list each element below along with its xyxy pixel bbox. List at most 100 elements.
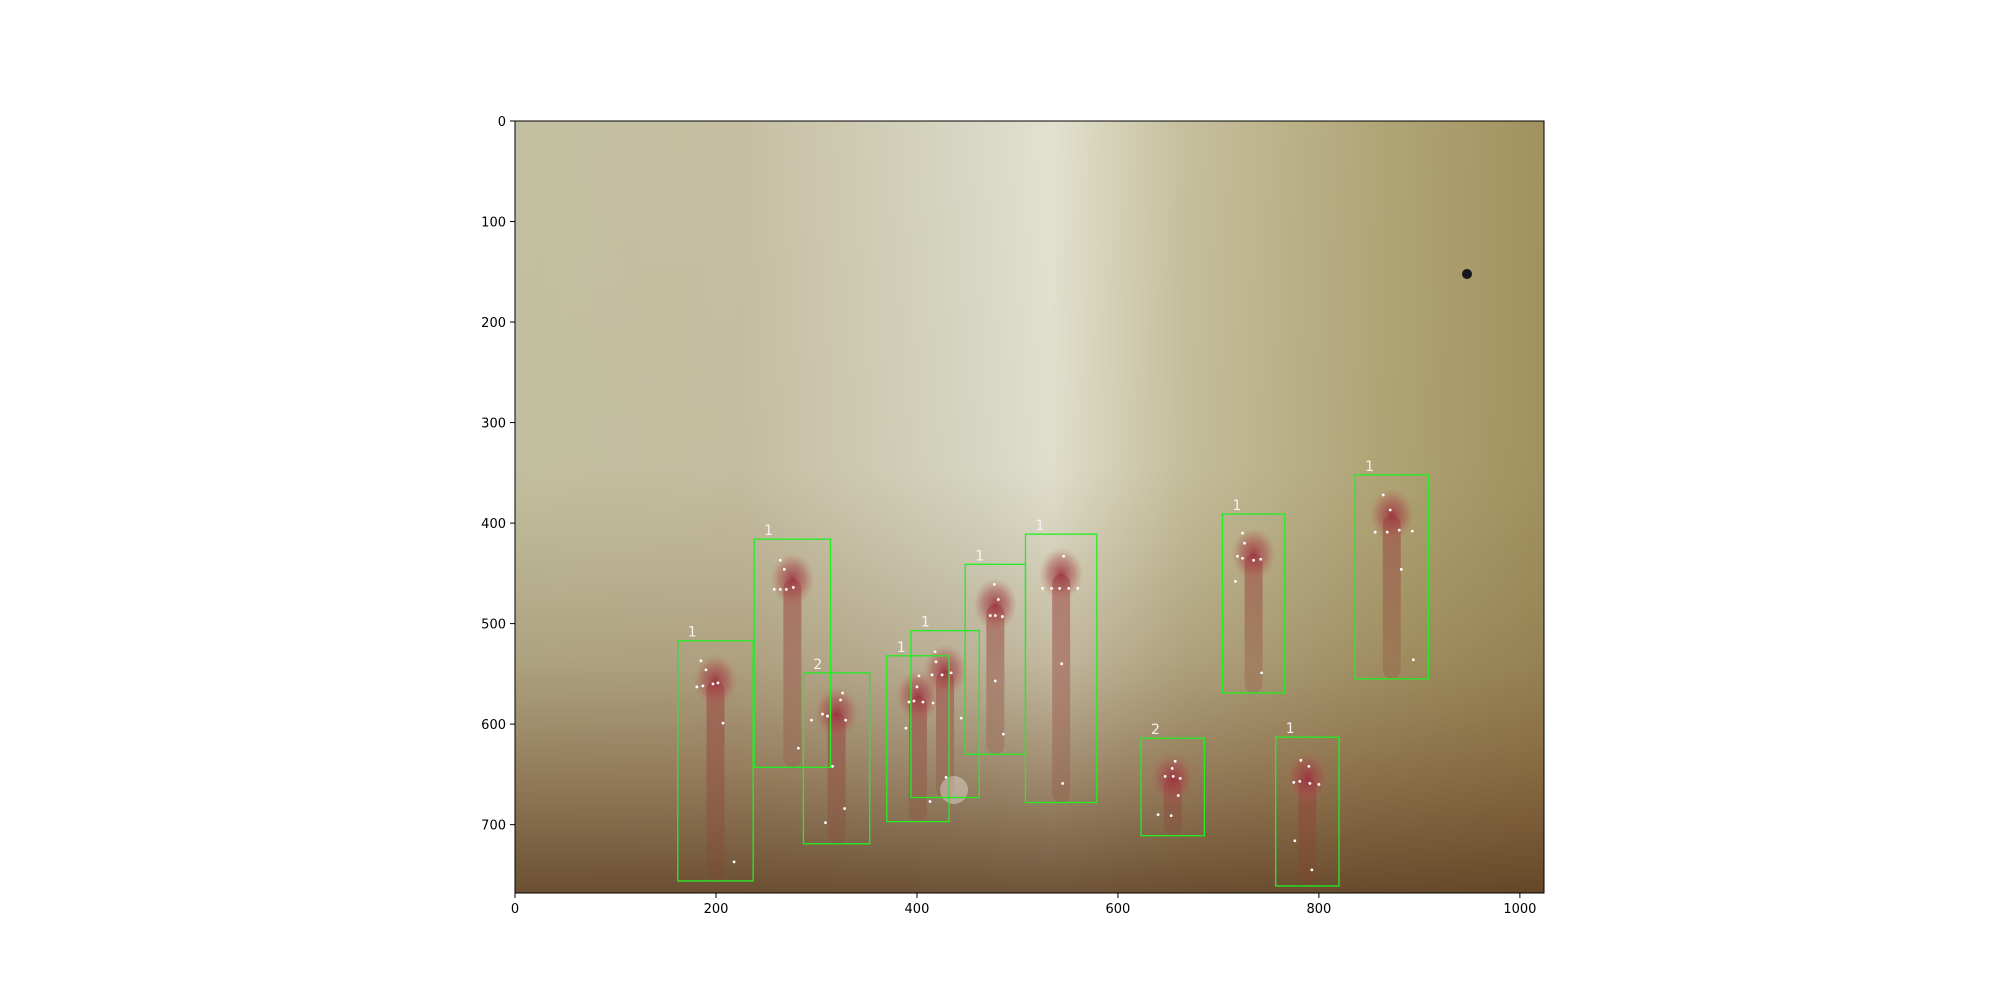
annotation-point [839,698,842,702]
annotation-point [1243,541,1246,545]
annotation-point [928,800,932,803]
x-tick-label: 0 [511,902,519,917]
annotation-point [1310,868,1314,872]
annotation-box-label: 1 [921,615,930,631]
annotation-point [993,679,997,683]
annotation-box [1221,513,1286,694]
annotation-points [695,493,1415,872]
annotation-point [831,764,834,768]
annotation-point [915,685,919,689]
annotation-point [1252,558,1255,562]
annotation-point [1169,814,1173,817]
annotation-point [933,650,937,654]
capillary-tail [783,579,802,768]
annotation-point [1050,587,1054,590]
annotation-point [1067,587,1071,590]
annotation-point [1041,587,1044,590]
y-tick-label: 100 [481,216,506,231]
annotation-point [1259,557,1263,561]
capillary-tail [1052,574,1071,803]
annotation-point [711,682,715,686]
annotation-box [1275,736,1340,887]
annotation-box-label: 1 [688,625,697,641]
annotation-box [677,640,754,882]
capillary-head [1231,528,1276,581]
annotation-box-label: 1 [1035,518,1044,534]
annotation-point [934,660,938,664]
y-tick-label: 0 [498,115,506,130]
annotation-point [921,700,925,704]
annotation-point [988,614,992,617]
annotation-point [824,821,827,825]
annotation-point [1241,556,1244,560]
annotation-point [1317,783,1321,786]
annotation-box [1354,474,1430,680]
dark-spot [1462,269,1472,279]
annotation-point [992,583,996,586]
annotation-point [778,588,782,591]
annotation-point [1388,508,1392,512]
capillary-head [973,578,1018,631]
annotation-point [1299,758,1303,762]
annotation-point [699,659,703,663]
capillary-tail [1382,514,1401,679]
annotation-point [1234,579,1237,583]
annotation-point [1061,782,1065,785]
capillary-head [1369,488,1414,541]
annotation-point [1260,671,1264,675]
annotation-box-label: 1 [1232,498,1241,514]
annotation-point [1000,615,1004,618]
x-axis: 0 200 400 600 800 1000 [511,893,1536,917]
capillary-tail [827,712,846,844]
annotation-box-label: 2 [813,657,822,673]
annotation-point [732,860,736,864]
annotation-point [1397,528,1401,532]
annotation-point [1381,493,1385,497]
annotation-point [1385,530,1389,534]
x-tick-label: 600 [1106,902,1131,917]
capillary-head [770,553,815,606]
annotation-point [940,673,944,677]
annotation-point [796,746,800,750]
glare-spot [940,776,968,804]
capillary-tail [706,680,725,881]
capillary-layer [693,488,1414,886]
annotation-point [1307,764,1311,768]
capillary-head [923,644,968,697]
annotation-box [1024,533,1098,804]
annotation-point [843,807,847,810]
x-tick-label: 1000 [1503,902,1536,917]
annotation-point [1236,554,1239,558]
capillary-tail [1244,554,1263,693]
y-tick-label: 200 [481,316,506,331]
annotation-point [1001,732,1005,736]
y-tick-label: 300 [481,417,506,432]
annotation-point [907,700,911,704]
y-tick-label: 700 [481,819,506,834]
annotation-point [810,718,813,722]
annotation-point [844,718,848,722]
annotation-point [1411,658,1415,662]
annotation-point [821,712,824,716]
annotation-point [1170,766,1174,770]
x-tick-label: 400 [905,902,930,917]
annotation-point [996,598,1000,601]
annotation-point [1308,782,1312,785]
y-tick-label: 600 [481,718,506,733]
annotation-point [993,614,997,617]
annotation-point [1292,781,1296,784]
x-tick-label: 800 [1306,902,1331,917]
annotation-point [917,674,921,678]
capillary-head [814,686,859,739]
annotation-point [1373,530,1377,534]
annotation-point [701,684,705,688]
annotation-point [931,701,935,705]
annotation-point [778,558,782,562]
annotation-point [1293,839,1297,843]
annotation-point [959,716,963,720]
annotation-point [1171,774,1175,778]
annotation-point [826,714,829,718]
